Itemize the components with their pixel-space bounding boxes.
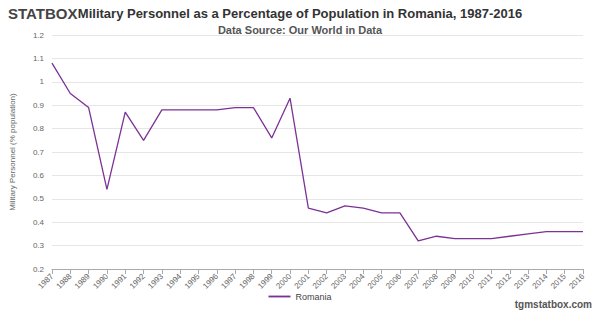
svg-text:0.2: 0.2 — [33, 265, 45, 274]
svg-text:2008: 2008 — [421, 271, 440, 290]
svg-text:1989: 1989 — [73, 271, 92, 290]
svg-text:2000: 2000 — [274, 271, 293, 290]
svg-text:0.4: 0.4 — [33, 218, 45, 227]
svg-text:2011: 2011 — [476, 271, 495, 290]
svg-text:0.5: 0.5 — [33, 194, 45, 203]
svg-text:1999: 1999 — [256, 271, 275, 290]
svg-text:0.9: 0.9 — [33, 101, 45, 110]
svg-text:1990: 1990 — [91, 271, 110, 290]
svg-text:1995: 1995 — [183, 271, 202, 290]
svg-text:2003: 2003 — [329, 271, 348, 290]
svg-text:2007: 2007 — [402, 271, 421, 290]
svg-text:1988: 1988 — [55, 271, 74, 290]
svg-text:0.6: 0.6 — [33, 171, 45, 180]
svg-text:1993: 1993 — [146, 271, 165, 290]
svg-text:1994: 1994 — [164, 271, 183, 290]
svg-text:1987: 1987 — [36, 271, 55, 290]
svg-text:1.2: 1.2 — [33, 31, 45, 40]
svg-text:2016: 2016 — [567, 271, 586, 290]
svg-text:Military Personnel as a Percen: Military Personnel as a Percentage of Po… — [78, 6, 522, 21]
svg-text:0.3: 0.3 — [33, 241, 45, 250]
svg-text:2010: 2010 — [457, 271, 476, 290]
svg-text:1998: 1998 — [238, 271, 257, 290]
svg-text:2015: 2015 — [549, 271, 568, 290]
svg-text:2013: 2013 — [512, 271, 531, 290]
svg-text:1.1: 1.1 — [33, 54, 45, 63]
svg-text:1997: 1997 — [219, 271, 238, 290]
svg-text:1: 1 — [40, 77, 45, 86]
svg-text:2014: 2014 — [531, 271, 550, 290]
svg-text:1996: 1996 — [201, 271, 220, 290]
svg-text:Military Personnel (% populati: Military Personnel (% population) — [8, 93, 17, 211]
svg-text:0.7: 0.7 — [33, 148, 45, 157]
svg-text:2002: 2002 — [311, 271, 330, 290]
svg-text:1991: 1991 — [109, 271, 128, 290]
svg-text:2009: 2009 — [439, 271, 458, 290]
svg-text:STATBOX: STATBOX — [8, 5, 77, 22]
svg-text:2006: 2006 — [384, 271, 403, 290]
svg-text:Romania: Romania — [295, 292, 331, 302]
svg-text:Data Source: Our World in Data: Data Source: Our World in Data — [218, 24, 383, 36]
svg-text:2012: 2012 — [494, 271, 513, 290]
svg-text:2005: 2005 — [366, 271, 385, 290]
svg-text:1992: 1992 — [128, 271, 147, 290]
svg-text:0.8: 0.8 — [33, 124, 45, 133]
svg-text:2004: 2004 — [348, 271, 367, 290]
svg-text:tgmstatbox.com: tgmstatbox.com — [515, 299, 592, 310]
svg-text:2001: 2001 — [293, 271, 312, 290]
